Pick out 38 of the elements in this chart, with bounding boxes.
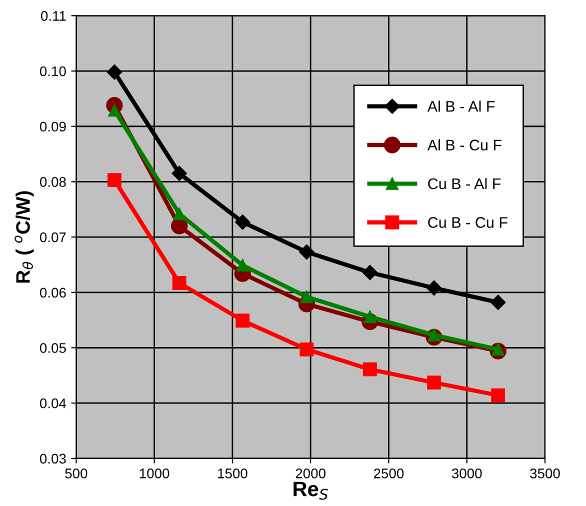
legend-label: Al B - Al F [427, 100, 495, 112]
y-tick-label: 0.08 [40, 177, 66, 187]
x-tick-label: 1500 [218, 468, 248, 478]
legend-label: Cu B - Al F [428, 178, 501, 190]
point [108, 173, 122, 187]
legend-label: Al B - Cu F [427, 139, 502, 150]
x-tick-label: 3000 [452, 468, 482, 478]
x-tick-label: 3500 [530, 468, 560, 478]
x-tick-label: 2000 [296, 468, 326, 478]
y-tick-label: 0.05 [40, 343, 66, 353]
x-tick-label: 1000 [140, 468, 170, 478]
x-tick-label: 2500 [374, 468, 404, 478]
point [426, 280, 442, 296]
point [172, 166, 187, 181]
point [427, 376, 441, 390]
legend-label: Cu B - Cu F [428, 217, 508, 228]
y-axis-title: R$_{θ}$ ( $^{o}$C/W) [14, 191, 34, 283]
point [491, 388, 506, 402]
point [490, 294, 506, 310]
point [299, 244, 314, 260]
x-tick-label: 500 [65, 468, 88, 478]
point [106, 64, 122, 80]
y-tick-label: 0.09 [40, 122, 66, 132]
point [300, 342, 314, 356]
y-tick-label: 0.07 [40, 232, 66, 242]
y-tick-label: 0.04 [40, 398, 66, 408]
point [363, 362, 377, 376]
point [172, 276, 186, 290]
y-tick-label: 0.06 [40, 288, 66, 298]
y-tick-label: 0.11 [40, 11, 66, 21]
point [362, 264, 378, 280]
x-axis-title: Re$_{S}$ [294, 482, 328, 500]
y-tick-label: 0.03 [40, 454, 66, 464]
point [300, 290, 313, 304]
point [236, 259, 249, 272]
y-tick-label: 0.10 [40, 66, 66, 76]
point [235, 214, 250, 230]
point [236, 314, 250, 328]
